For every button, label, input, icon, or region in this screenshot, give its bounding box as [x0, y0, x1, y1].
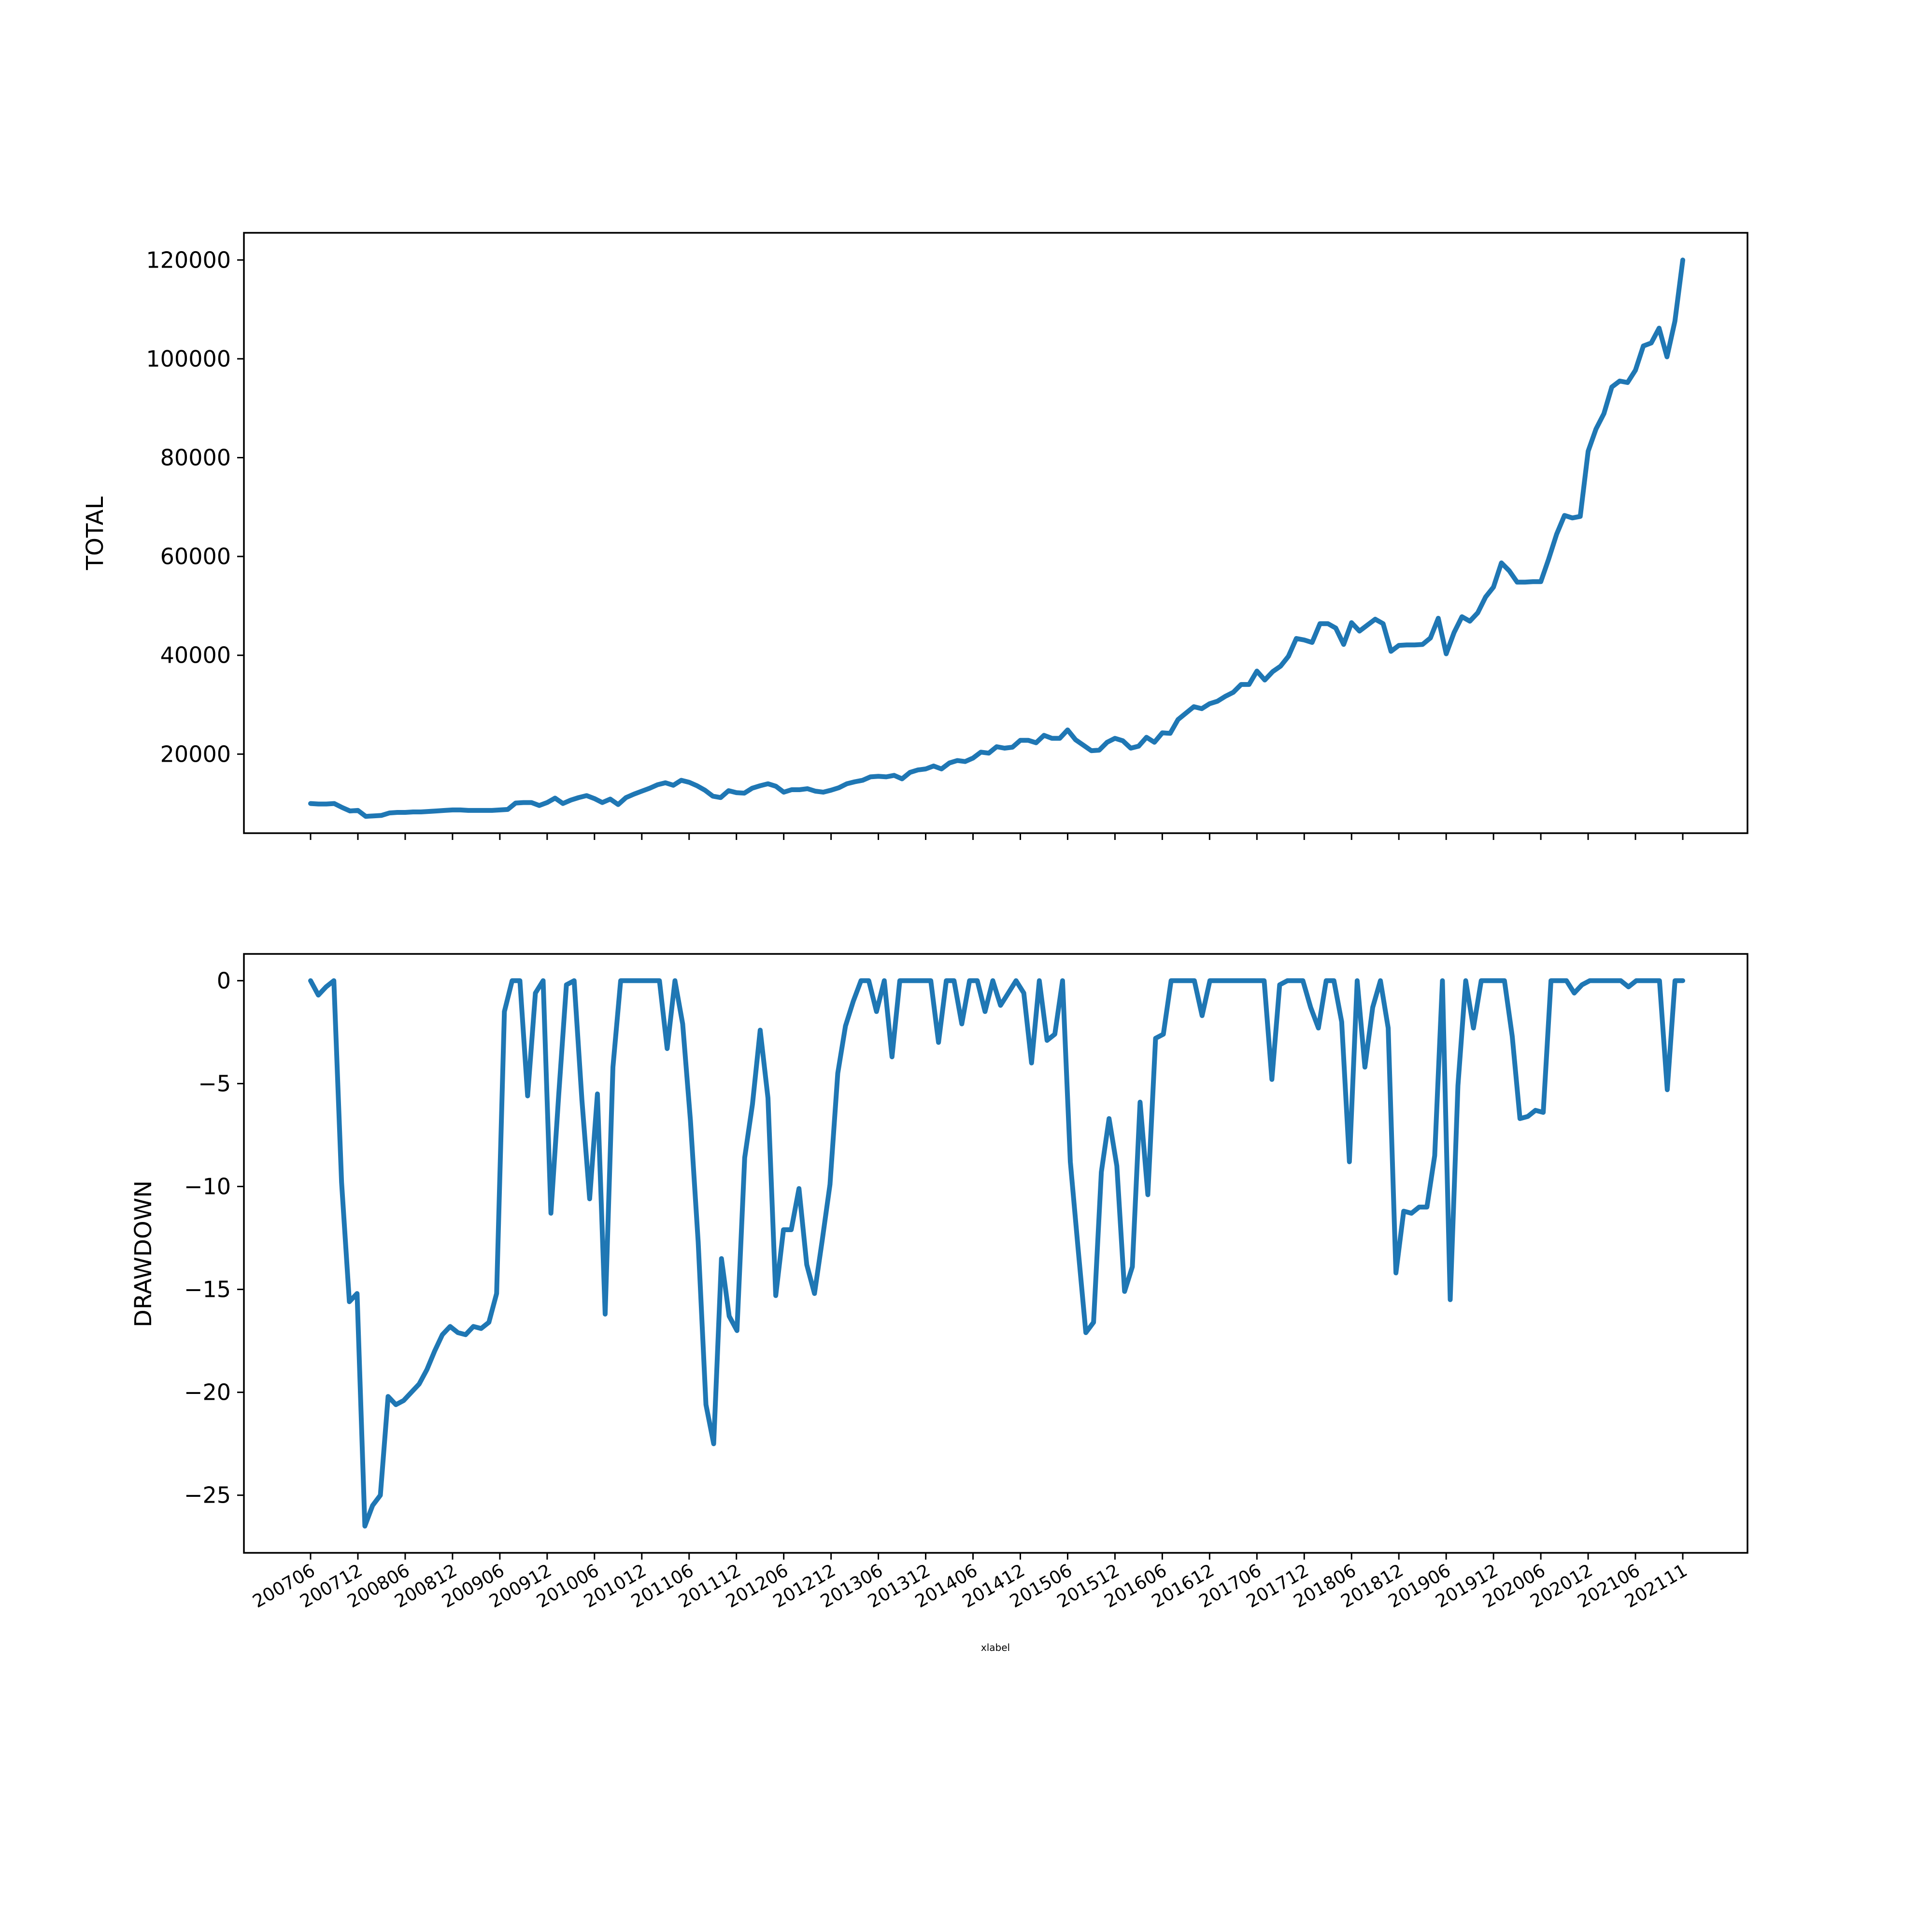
drawdown-y-axis-title: DRAWDOWN [130, 1180, 157, 1327]
drawdown-y-tick-label: 0 [217, 967, 231, 994]
drawdown-y-tick-label: −15 [184, 1277, 231, 1303]
total-y-tick-label: 20000 [160, 741, 231, 767]
total-y-tick-label: 100000 [146, 346, 231, 372]
total-plot-frame [243, 232, 1748, 834]
total-y-tick-label: 60000 [160, 543, 231, 569]
drawdown-y-tick-label: −10 [184, 1174, 231, 1200]
total-y-axis-title: TOTAL [82, 497, 109, 571]
total-y-tick-label: 80000 [160, 444, 231, 470]
total-x-ticks [310, 833, 1684, 840]
total-y-tick-label: 120000 [146, 247, 231, 273]
drawdown-y-tick-label: −5 [198, 1070, 231, 1096]
drawdown-chart-panel: 0 −5 −10 −15 −20 −25 200706200712200806200812… [130, 953, 1748, 1653]
drawdown-plot-frame [243, 953, 1748, 1554]
x-axis-title: xlabel [981, 1642, 1010, 1653]
drawdown-x-ticks: 2007062007122008062008122009062009122010… [249, 1553, 1691, 1612]
drawdown-y-tick-label: −20 [184, 1379, 231, 1406]
total-series-line [308, 257, 1685, 819]
total-chart-panel: 20000 40000 60000 80000 100000 120000 TOTAL [82, 232, 1748, 840]
drawdown-y-tick-label: −25 [184, 1482, 231, 1508]
total-y-tick-label: 40000 [160, 642, 231, 668]
drawdown-y-ticks: 0 −5 −10 −15 −20 −25 [184, 967, 244, 1508]
total-y-ticks: 20000 40000 60000 80000 100000 120000 [146, 247, 244, 767]
drawdown-series-line [308, 978, 1685, 1529]
